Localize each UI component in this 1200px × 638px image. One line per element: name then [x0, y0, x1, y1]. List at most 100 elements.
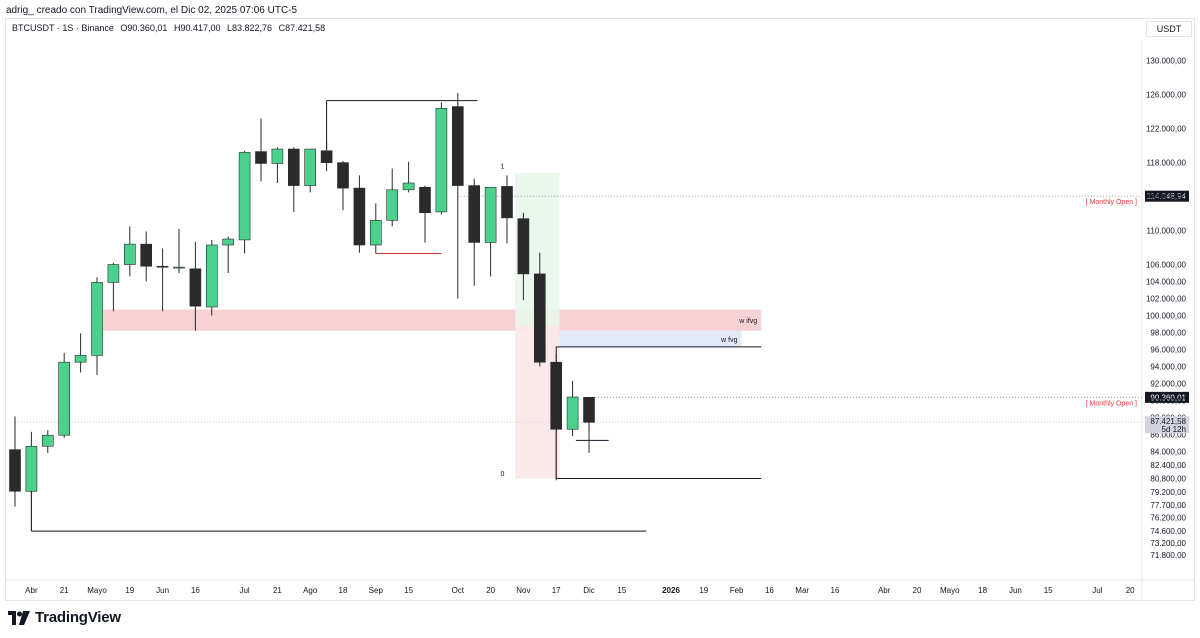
- y-tick-label: 96.000,00: [1150, 345, 1186, 354]
- candle-body[interactable]: [468, 185, 481, 243]
- y-tick-label: 90.000,00: [1150, 396, 1186, 405]
- monthly-open-tag-text: 90.360,01: [1150, 393, 1186, 402]
- candle-body[interactable]: [271, 148, 284, 164]
- y-tick-label: 114.000,00: [1147, 193, 1187, 202]
- x-tick-label: 15: [1044, 586, 1053, 595]
- candle-body[interactable]: [238, 152, 251, 241]
- candle-body[interactable]: [255, 151, 267, 164]
- x-tick-label: 19: [125, 586, 134, 595]
- y-tick-label: 100.000,00: [1146, 311, 1187, 320]
- symbol-label[interactable]: BTCUSDT · 1S · Binance: [12, 23, 114, 33]
- x-tick-label: Abr: [878, 586, 891, 595]
- position-label: 0: [500, 471, 504, 478]
- candle-body[interactable]: [583, 397, 595, 423]
- open-value: O90.360,01: [120, 23, 168, 33]
- candle-body[interactable]: [419, 186, 431, 214]
- candle-body[interactable]: [173, 266, 185, 269]
- x-tick-label: 16: [765, 586, 774, 595]
- candle-body[interactable]: [74, 355, 87, 363]
- candle-body[interactable]: [9, 449, 21, 492]
- candle-body[interactable]: [58, 361, 71, 436]
- candle-body[interactable]: [369, 220, 382, 246]
- x-tick-label: 17: [552, 586, 561, 595]
- high-value: H90.417,00: [173, 23, 221, 33]
- candle-body[interactable]: [566, 396, 579, 430]
- candle-body[interactable]: [402, 182, 415, 191]
- candle-body[interactable]: [484, 186, 497, 243]
- y-tick-label: 73.200,00: [1150, 539, 1186, 548]
- y-tick-label: 130.000,00: [1146, 57, 1187, 66]
- candle-body[interactable]: [337, 162, 349, 189]
- candle-body[interactable]: [91, 282, 103, 356]
- candle-body[interactable]: [287, 148, 300, 186]
- x-tick-label: Jul: [239, 586, 249, 595]
- x-tick-label: 18: [978, 586, 987, 595]
- candle-body[interactable]: [189, 268, 202, 307]
- candle-body[interactable]: [222, 238, 234, 246]
- candle-body[interactable]: [25, 445, 38, 492]
- chart-frame: [5, 18, 1195, 601]
- current-price-countdown: 5d 12h: [1162, 425, 1186, 434]
- y-tick-label: 80.800,00: [1150, 475, 1186, 484]
- x-tick-label: 15: [404, 586, 413, 595]
- y-tick-label: 110.000,00: [1147, 227, 1187, 236]
- monthly-open-tag: [1145, 190, 1189, 202]
- x-tick-label: 20: [913, 586, 922, 595]
- candle-body[interactable]: [41, 434, 54, 447]
- position-label: 1: [500, 164, 504, 171]
- x-tick-label: 15: [617, 586, 626, 595]
- x-tick-label: Ago: [303, 586, 318, 595]
- monthly-open-label: [ Monthly Open ]: [1086, 400, 1137, 407]
- x-tick-label: Mayo: [940, 586, 960, 595]
- x-tick-label: Oct: [452, 586, 465, 595]
- candle-body[interactable]: [206, 244, 218, 308]
- candle-body[interactable]: [353, 187, 366, 246]
- y-tick-label: 118.000,00: [1147, 159, 1187, 168]
- y-tick-label: 122.000,00: [1146, 125, 1187, 134]
- x-tick-label: Feb: [730, 586, 744, 595]
- y-tick-label: 79.200,00: [1150, 488, 1186, 497]
- y-tick-label: 126.000,00: [1146, 91, 1187, 100]
- candle-body[interactable]: [451, 106, 464, 186]
- low-value: L83.822,76: [227, 23, 273, 33]
- y-tick-label: 106.000,00: [1146, 261, 1187, 270]
- y-tick-label: 104.000,00: [1146, 278, 1187, 287]
- zone-blue[interactable]: [539, 330, 742, 347]
- current-price-tag: [1145, 416, 1189, 434]
- candle-body[interactable]: [107, 264, 120, 283]
- candle-body[interactable]: [320, 150, 333, 163]
- zone-label: w ifvg: [738, 318, 757, 325]
- x-tick-label: Jun: [1009, 586, 1022, 595]
- close-value: C87.421,58: [278, 23, 326, 33]
- y-tick-label: 98.000,00: [1150, 328, 1186, 337]
- y-tick-label: 94.000,00: [1150, 362, 1186, 371]
- x-tick-label: 18: [339, 586, 348, 595]
- x-tick-label: Mayo: [87, 586, 107, 595]
- x-tick-label: Abr: [25, 586, 38, 595]
- x-tick-label: 16: [191, 586, 200, 595]
- zone-red[interactable]: [97, 309, 762, 331]
- currency-selector[interactable]: USDT: [1146, 21, 1192, 37]
- y-tick-label: 102.000,00: [1146, 295, 1187, 304]
- y-tick-label: 71.800,00: [1150, 551, 1186, 560]
- candle-body[interactable]: [550, 361, 563, 430]
- candle-body[interactable]: [533, 273, 546, 363]
- tradingview-logo-icon: [8, 610, 30, 625]
- candle-body[interactable]: [501, 186, 513, 219]
- candle-body[interactable]: [140, 243, 152, 267]
- candle-body[interactable]: [517, 218, 530, 275]
- x-tick-label: 20: [486, 586, 495, 595]
- candle-body[interactable]: [386, 189, 399, 221]
- zone-label: w fvg: [720, 337, 737, 344]
- x-tick-label: 19: [699, 586, 708, 595]
- candle-body[interactable]: [435, 107, 448, 213]
- candle-body[interactable]: [156, 265, 169, 268]
- candle-body[interactable]: [304, 148, 317, 186]
- ohlc-legend: BTCUSDT · 1S · Binance O90.360,01 H90.41…: [12, 23, 329, 33]
- monthly-open-tag-text: 114.048,94: [1147, 192, 1187, 201]
- y-tick-label: 77.700,00: [1150, 501, 1186, 510]
- tradingview-logo: TradingView: [8, 609, 121, 626]
- x-tick-label: 21: [273, 586, 282, 595]
- candle-body[interactable]: [124, 243, 136, 265]
